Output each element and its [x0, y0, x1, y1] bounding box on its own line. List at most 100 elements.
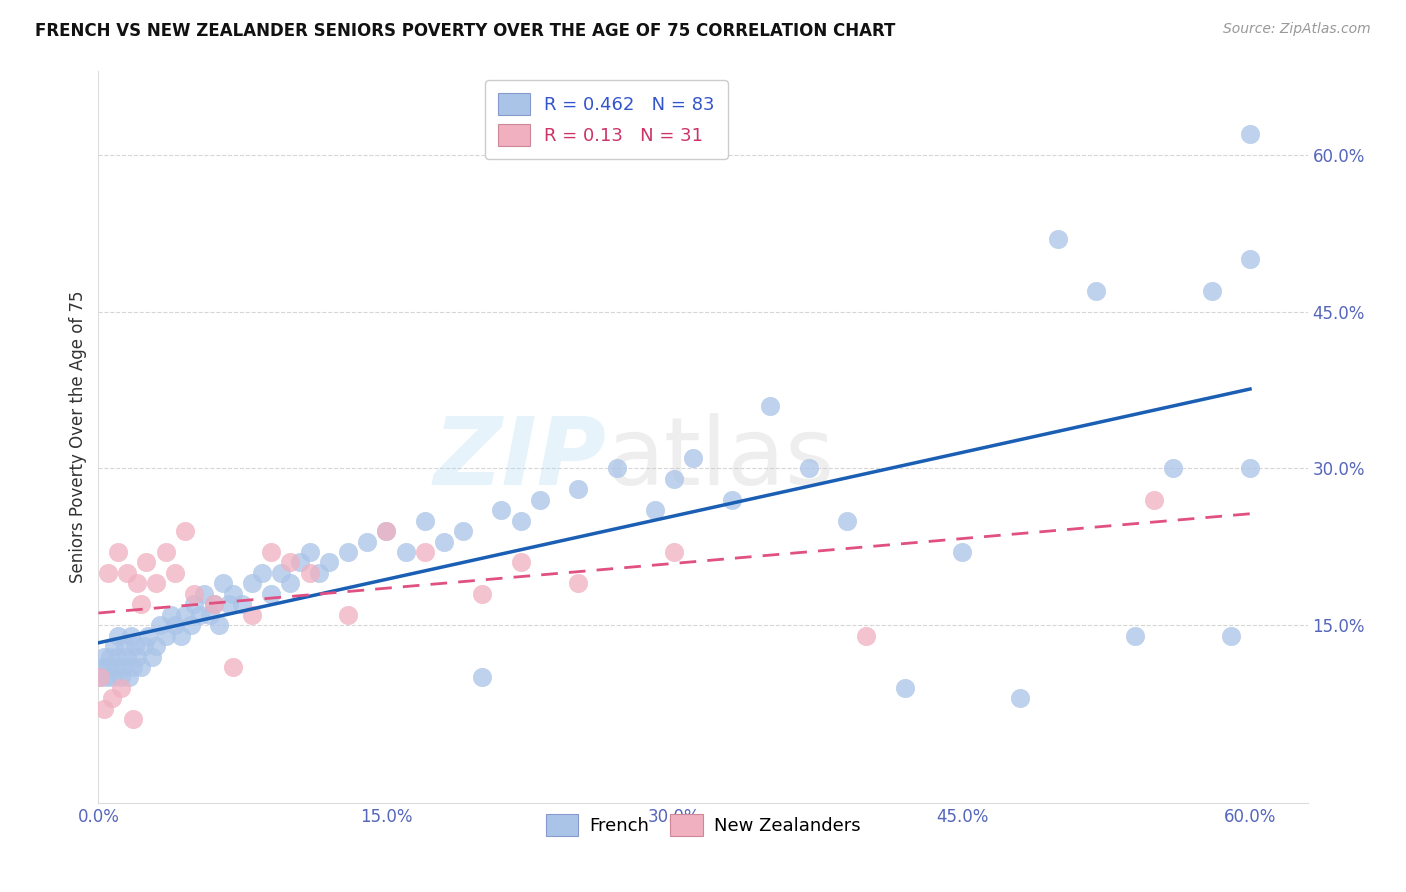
Point: [125, 576, 148, 591]
Point: [101, 691, 124, 706]
Point: [125, 649, 148, 664]
Point: [129, 660, 152, 674]
Point: [606, 461, 628, 475]
Point: [104, 660, 127, 674]
Point: [165, 618, 187, 632]
Point: [89, 670, 111, 684]
Point: [567, 483, 589, 497]
Point: [124, 639, 146, 653]
Point: [212, 576, 235, 591]
Point: [318, 556, 340, 570]
Point: [1201, 284, 1223, 298]
Point: [180, 618, 202, 632]
Point: [1161, 461, 1184, 475]
Point: [107, 649, 129, 664]
Point: [103, 639, 125, 653]
Point: [720, 492, 742, 507]
Point: [202, 597, 225, 611]
Point: [471, 670, 494, 684]
Point: [1047, 231, 1070, 245]
Point: [107, 545, 129, 559]
Point: [1085, 284, 1108, 298]
Point: [759, 399, 782, 413]
Point: [308, 566, 330, 580]
Point: [107, 629, 129, 643]
Point: [118, 670, 141, 684]
Point: [298, 545, 321, 559]
Point: [218, 597, 240, 611]
Point: [136, 629, 159, 643]
Point: [145, 576, 167, 591]
Point: [129, 597, 152, 611]
Point: [356, 534, 378, 549]
Point: [280, 556, 302, 570]
Point: [94, 670, 117, 684]
Point: [141, 649, 163, 664]
Point: [664, 472, 686, 486]
Point: [413, 545, 436, 559]
Y-axis label: Seniors Poverty Over the Age of 75: Seniors Poverty Over the Age of 75: [69, 291, 87, 583]
Point: [110, 670, 132, 684]
Legend: French, New Zealanders: French, New Zealanders: [537, 805, 869, 845]
Point: [644, 503, 666, 517]
Point: [93, 649, 115, 664]
Point: [145, 639, 167, 653]
Point: [122, 660, 145, 674]
Point: [375, 524, 398, 538]
Point: [280, 576, 302, 591]
Point: [664, 545, 686, 559]
Point: [394, 545, 416, 559]
Point: [855, 629, 877, 643]
Point: [115, 649, 138, 664]
Point: [155, 629, 177, 643]
Point: [173, 524, 195, 538]
Point: [270, 566, 292, 580]
Point: [193, 587, 215, 601]
Point: [173, 607, 195, 622]
Point: [336, 545, 359, 559]
Point: [471, 587, 494, 601]
Point: [250, 566, 273, 580]
Point: [114, 639, 136, 653]
Point: [567, 576, 589, 591]
Text: FRENCH VS NEW ZEALANDER SENIORS POVERTY OVER THE AGE OF 75 CORRELATION CHART: FRENCH VS NEW ZEALANDER SENIORS POVERTY …: [35, 22, 896, 40]
Point: [682, 450, 704, 465]
Point: [1239, 461, 1261, 475]
Text: Source: ZipAtlas.com: Source: ZipAtlas.com: [1223, 22, 1371, 37]
Point: [433, 534, 456, 549]
Point: [1239, 252, 1261, 267]
Point: [120, 629, 142, 643]
Point: [529, 492, 551, 507]
Point: [183, 597, 205, 611]
Point: [893, 681, 915, 695]
Point: [134, 639, 156, 653]
Point: [188, 607, 211, 622]
Point: [1123, 629, 1146, 643]
Point: [260, 545, 283, 559]
Point: [950, 545, 973, 559]
Point: [231, 597, 253, 611]
Point: [101, 670, 124, 684]
Point: [198, 607, 221, 622]
Text: atlas: atlas: [606, 413, 835, 505]
Point: [1239, 127, 1261, 141]
Point: [288, 556, 311, 570]
Point: [260, 587, 283, 601]
Point: [110, 681, 132, 695]
Point: [155, 545, 177, 559]
Point: [160, 607, 183, 622]
Point: [1008, 691, 1031, 706]
Point: [149, 618, 172, 632]
Point: [336, 607, 359, 622]
Text: ZIP: ZIP: [433, 413, 606, 505]
Point: [91, 660, 114, 674]
Point: [165, 566, 187, 580]
Point: [115, 566, 138, 580]
Point: [240, 576, 263, 591]
Point: [97, 566, 120, 580]
Point: [375, 524, 398, 538]
Point: [89, 670, 111, 684]
Point: [135, 556, 157, 570]
Point: [509, 556, 531, 570]
Point: [1219, 629, 1241, 643]
